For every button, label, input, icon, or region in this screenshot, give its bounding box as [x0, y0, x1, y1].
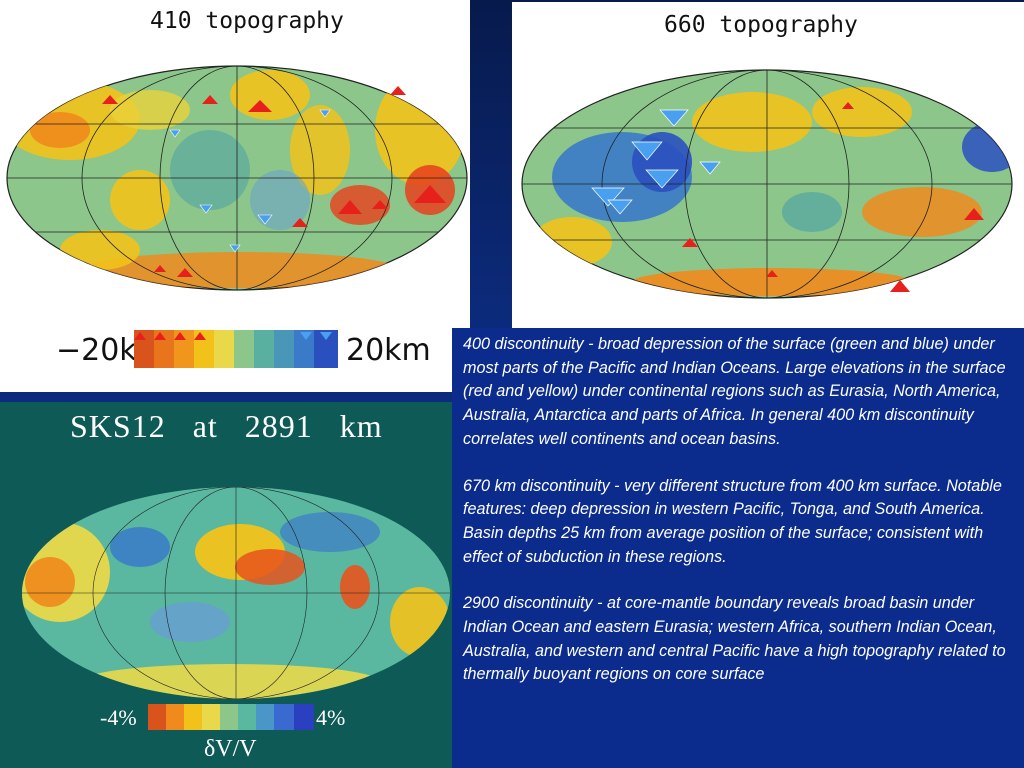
map-410-title: 410 topography	[150, 8, 344, 34]
map-660-graphic	[521, 69, 1013, 299]
scale-410-bar	[134, 330, 338, 368]
map-410-graphic	[6, 65, 468, 291]
sks12-graphic	[22, 487, 450, 699]
scale-sks-bar	[148, 704, 314, 730]
map-410-topography: 410 topography	[0, 0, 470, 392]
description-box: 400 discontinuity - broad depression of …	[452, 328, 1024, 768]
map-660-topography: 660 topography	[512, 2, 1024, 328]
scale-sks-unit: δV/V	[204, 736, 257, 762]
scale-sks-max: 4%	[316, 705, 346, 730]
paragraph-670: 670 km discontinuity - very different st…	[463, 476, 1002, 566]
paragraph-400: 400 discontinuity - broad depression of …	[463, 335, 1006, 448]
paragraph-2900: 2900 discontinuity - at core-mantle boun…	[463, 594, 1006, 684]
scale-sks-min: -4%	[100, 705, 137, 730]
map-sks12: SKS12 at 2891 km -4%	[0, 402, 452, 768]
map-660-title: 660 topography	[664, 12, 858, 38]
scale-410-max: 20km	[346, 333, 431, 368]
sks12-title: SKS12 at 2891 km	[70, 408, 383, 444]
